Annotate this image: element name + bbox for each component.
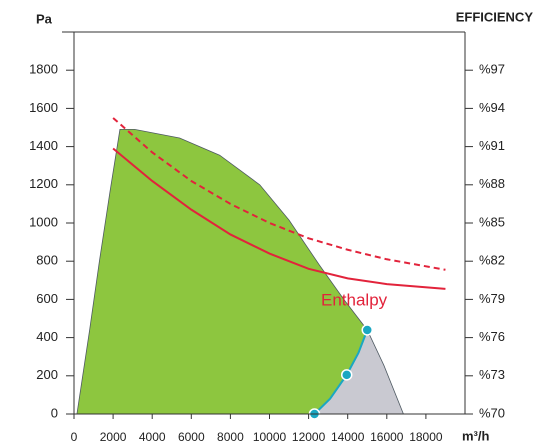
y2-tick-label: %76	[479, 329, 505, 344]
x-tick-label: 14000	[331, 430, 365, 444]
y2-tick-label: %79	[479, 291, 505, 306]
y2-tick-label: %85	[479, 214, 505, 229]
x-tick-label: 18000	[409, 430, 443, 444]
y-tick-label: 1200	[29, 176, 58, 191]
x-tick-label: 16000	[370, 430, 404, 444]
x-tick-label: 6000	[178, 430, 205, 444]
y2-tick-label: %91	[479, 138, 505, 153]
y-tick-label: 600	[36, 291, 58, 306]
annotation: Enthalpy	[321, 290, 388, 309]
y2-tick-label: %82	[479, 253, 505, 268]
point	[340, 369, 353, 381]
y-tick-label: 1600	[29, 100, 58, 115]
y-tick-label: 800	[36, 253, 58, 268]
y2-tick-label: %94	[479, 100, 505, 115]
y-tick-label: 200	[36, 367, 58, 382]
y2-tick-label: %70	[479, 405, 505, 420]
x-tick-label: 12000	[292, 430, 326, 444]
x-tick-label: 10000	[253, 430, 287, 444]
y-tick-label: 1000	[29, 214, 58, 229]
line	[112, 147, 446, 290]
y2-tick-label: %97	[479, 62, 505, 77]
y-tick-label: 400	[36, 329, 58, 344]
y2-tick-label: %73	[479, 367, 505, 382]
y-axis-label: Pa	[36, 11, 53, 26]
x-tick-label: 8000	[217, 430, 244, 444]
y-tick-label: 1400	[29, 138, 58, 153]
x-axis-label: m³/h	[462, 428, 490, 443]
point	[361, 324, 373, 336]
y-tick-label: 1800	[29, 62, 58, 77]
y-tick-label: 0	[51, 405, 58, 420]
x-tick-label: 2000	[100, 430, 127, 444]
x-tick-label: 4000	[139, 430, 166, 444]
y2-axis-label: EFFICIENCY	[456, 9, 534, 24]
x-tick-label: 0	[71, 430, 78, 444]
y2-tick-label: %88	[479, 176, 505, 191]
